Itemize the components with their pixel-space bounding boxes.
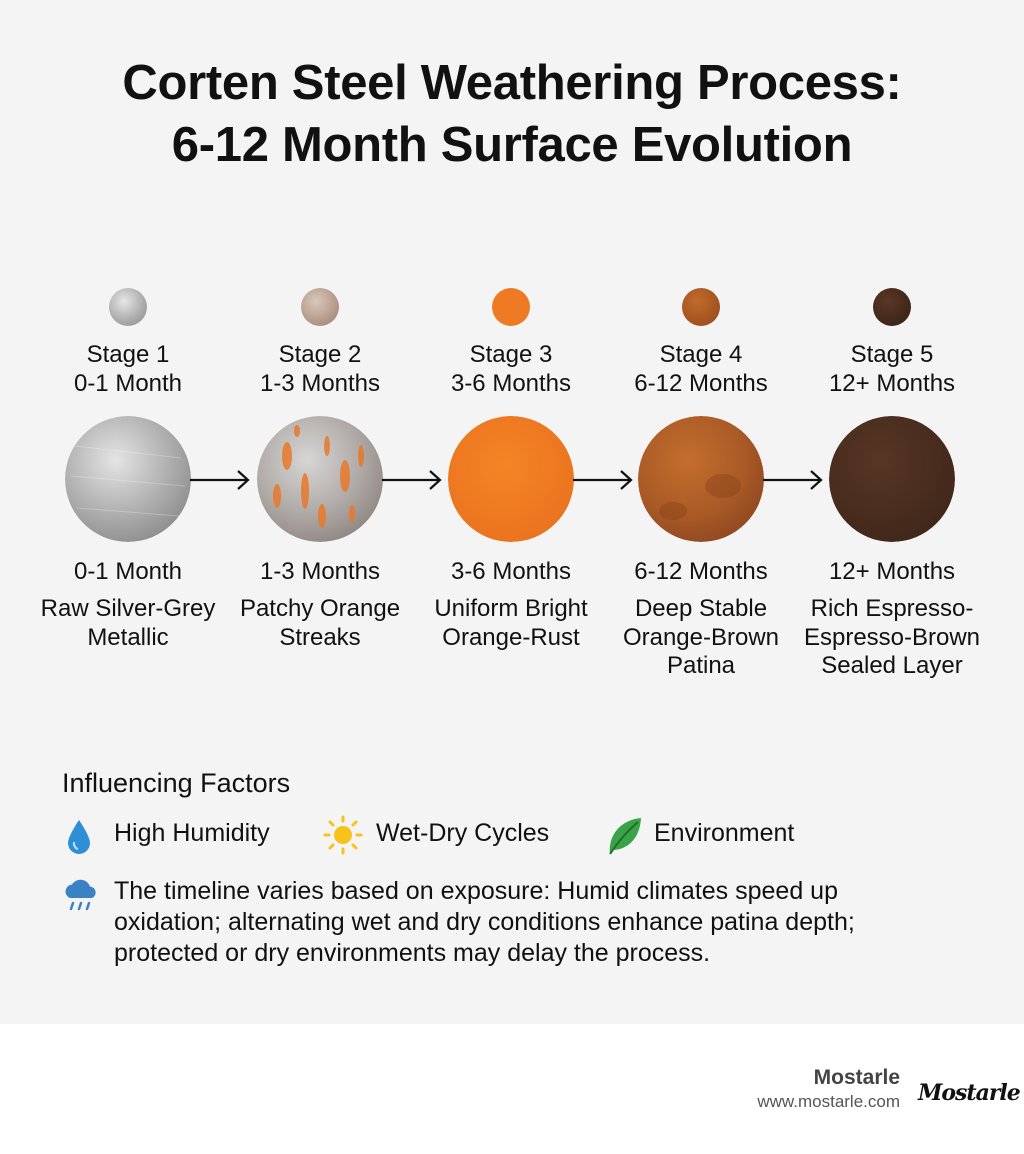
brand-url: www.mostarle.com <box>757 1092 900 1111</box>
arrow-right-icon <box>573 470 633 490</box>
stage-5-desc-line-1: Rich Espresso- <box>810 595 974 622</box>
stage-4-desc-line-3: Patina <box>666 652 736 679</box>
stage-5-small-swatch <box>873 288 911 326</box>
stage-3-steel-swatch <box>448 416 574 542</box>
stage-5: Stage 5 12+ Months 12+ Months Rich Espre… <box>792 0 992 700</box>
stage-2-label: Stage 2 1-3 Months <box>220 340 420 398</box>
stage-3-small-swatch <box>492 288 530 326</box>
note-line-3: protected or dry environments may delay … <box>114 939 711 967</box>
stage-1-description: Raw Silver-Grey Metallic <box>23 595 233 652</box>
stage-4-small-swatch <box>682 288 720 326</box>
stage-4-label: Stage 4 6-12 Months <box>601 340 801 398</box>
stage-1-steel-swatch <box>65 416 191 542</box>
rain-cloud-icon <box>65 879 96 911</box>
arrow-right-icon <box>382 470 442 490</box>
stage-5-number: Stage 5 <box>850 341 934 368</box>
stage-4-number: Stage 4 <box>659 341 743 368</box>
stage-1-desc-line-2: Metallic <box>87 623 169 651</box>
stage-5-desc-line-3: Sealed Layer <box>821 652 963 679</box>
stage-3-duration: 3-6 Months <box>450 558 572 585</box>
arrow-right-icon <box>763 470 823 490</box>
stage-2-small-swatch <box>301 288 339 326</box>
stage-2-desc-line-2: Streaks <box>279 623 361 651</box>
arrow-right-icon <box>190 470 250 490</box>
stage-3-desc-line-2: Orange-Rust <box>442 623 580 651</box>
title-line-1: Corten Steel Weathering Process: <box>122 56 902 110</box>
factor-label: Wet-Dry Cycles <box>376 819 550 847</box>
stage-3-label: Stage 3 3-6 Months <box>411 340 611 398</box>
factors-note: The timeline varies based on exposure: H… <box>114 876 964 969</box>
stage-4-description: Deep Stable Orange-Brown Patina <box>596 595 806 681</box>
water-drop-icon <box>68 820 90 854</box>
stage-4-duration: 6-12 Months <box>634 558 768 585</box>
leaf-icon <box>609 818 641 855</box>
note-line-1: The timeline varies based on exposure: H… <box>114 877 838 905</box>
stage-4: Stage 4 6-12 Months 6-12 Months Deep Sta… <box>601 0 801 700</box>
stage-5-steel-swatch <box>829 416 955 542</box>
stage-5-period: 12+ Months <box>828 370 956 397</box>
stage-4-desc-line-1: Deep Stable <box>634 595 768 622</box>
stage-3: Stage 3 3-6 Months 3-6 Months Uniform Br… <box>411 0 611 700</box>
stage-4-desc-line-2: Orange-Brown <box>622 623 780 651</box>
stage-4-steel-swatch <box>638 416 764 542</box>
brand-block: Mostarle www.mostarle.com <box>757 1066 900 1112</box>
factor-label: Environment <box>654 819 795 847</box>
stage-5-label: Stage 5 12+ Months <box>792 340 992 398</box>
brand-name: Mostarle <box>813 1066 900 1089</box>
stage-2: Stage 2 1-3 Months 1-3 Months Patchy Ora… <box>220 0 420 700</box>
factor-label: High Humidity <box>114 819 270 847</box>
stage-3-description: Uniform Bright Orange-Rust <box>406 595 616 652</box>
stage-4-period: 6-12 Months <box>634 370 768 397</box>
stage-1-desc-line-1: Raw Silver-Grey <box>40 595 216 622</box>
page-title: Corten Steel Weathering Process: 6-12 Mo… <box>0 52 1024 176</box>
brand-signature-logo: Mostarle <box>918 1080 1021 1106</box>
stage-2-steel-swatch <box>257 416 383 542</box>
stage-2-description: Patchy Orange Streaks <box>215 595 425 652</box>
sun-icon <box>323 815 363 855</box>
stage-1-duration: 0-1 Month <box>73 558 183 585</box>
stage-1: Stage 1 0-1 Month 0-1 Month Raw Silver-G… <box>28 0 228 700</box>
note-line-2: oxidation; alternating wet and dry condi… <box>114 908 855 936</box>
stage-3-period: 3-6 Months <box>450 370 572 397</box>
stage-5-desc-line-2: Espresso-Brown <box>803 623 981 651</box>
stage-2-desc-line-1: Patchy Orange <box>239 595 401 622</box>
factors-heading: Influencing Factors <box>62 768 291 798</box>
stage-5-duration: 12+ Months <box>828 558 956 585</box>
stage-1-number: Stage 1 <box>86 341 170 368</box>
title-line-2: 6-12 Month Surface Evolution <box>171 118 853 172</box>
stage-2-period: 1-3 Months <box>259 370 381 397</box>
stage-1-small-swatch <box>109 288 147 326</box>
stage-1-label: Stage 1 0-1 Month <box>28 340 228 398</box>
stage-5-description: Rich Espresso- Espresso-Brown Sealed Lay… <box>787 595 997 681</box>
stage-3-desc-line-1: Uniform Bright <box>434 595 588 622</box>
stage-3-number: Stage 3 <box>469 341 553 368</box>
stage-1-period: 0-1 Month <box>73 370 183 397</box>
stage-2-duration: 1-3 Months <box>259 558 381 585</box>
stage-2-number: Stage 2 <box>278 341 362 368</box>
